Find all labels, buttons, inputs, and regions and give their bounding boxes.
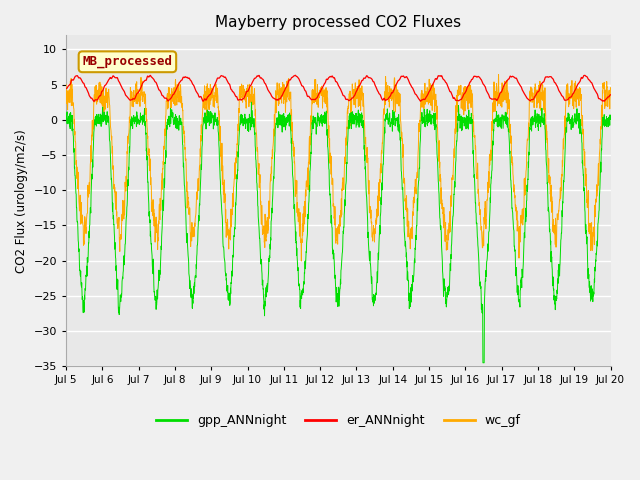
Y-axis label: CO2 Flux (urology/m2/s): CO2 Flux (urology/m2/s) (15, 129, 28, 273)
Legend: gpp_ANNnight, er_ANNnight, wc_gf: gpp_ANNnight, er_ANNnight, wc_gf (151, 409, 526, 432)
Title: Mayberry processed CO2 Fluxes: Mayberry processed CO2 Fluxes (215, 15, 461, 30)
Text: MB_processed: MB_processed (83, 55, 172, 69)
